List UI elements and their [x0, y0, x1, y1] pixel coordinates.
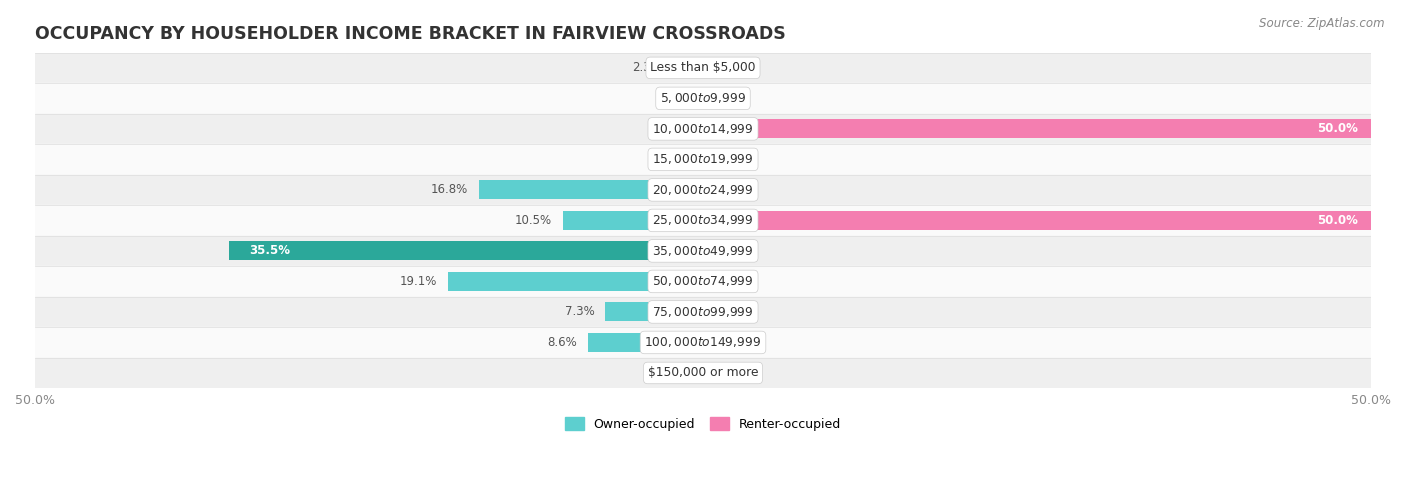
Text: 0.0%: 0.0% — [717, 61, 747, 74]
Text: 0.0%: 0.0% — [717, 336, 747, 349]
Bar — [35, 52, 1371, 83]
Bar — [35, 114, 1371, 144]
Text: 0.0%: 0.0% — [717, 305, 747, 318]
Text: $75,000 to $99,999: $75,000 to $99,999 — [652, 305, 754, 319]
Text: $20,000 to $24,999: $20,000 to $24,999 — [652, 183, 754, 197]
Bar — [35, 266, 1371, 296]
Text: 19.1%: 19.1% — [399, 275, 437, 288]
Bar — [35, 144, 1371, 174]
Text: $100,000 to $149,999: $100,000 to $149,999 — [644, 335, 762, 349]
Text: 0.0%: 0.0% — [717, 153, 747, 166]
Bar — [588, 333, 703, 352]
Text: 50.0%: 50.0% — [1317, 122, 1358, 136]
Text: 35.5%: 35.5% — [249, 244, 290, 258]
Text: 0.0%: 0.0% — [717, 183, 747, 196]
Bar — [562, 211, 703, 230]
Text: 0.0%: 0.0% — [659, 366, 689, 380]
Bar — [703, 120, 1371, 139]
Text: $10,000 to $14,999: $10,000 to $14,999 — [652, 122, 754, 136]
Text: 2.3%: 2.3% — [631, 61, 662, 74]
Bar — [449, 272, 703, 291]
Text: OCCUPANCY BY HOUSEHOLDER INCOME BRACKET IN FAIRVIEW CROSSROADS: OCCUPANCY BY HOUSEHOLDER INCOME BRACKET … — [35, 25, 786, 43]
Text: 0.0%: 0.0% — [659, 153, 689, 166]
Text: 0.0%: 0.0% — [659, 122, 689, 136]
Text: 0.0%: 0.0% — [717, 275, 747, 288]
Text: 0.0%: 0.0% — [717, 244, 747, 258]
Text: 0.0%: 0.0% — [717, 92, 747, 105]
Text: 16.8%: 16.8% — [430, 183, 468, 196]
Bar — [35, 236, 1371, 266]
Bar — [35, 296, 1371, 327]
Text: 50.0%: 50.0% — [1317, 214, 1358, 227]
Text: $25,000 to $34,999: $25,000 to $34,999 — [652, 213, 754, 227]
Bar — [672, 58, 703, 77]
Text: 0.0%: 0.0% — [717, 366, 747, 380]
Bar — [35, 174, 1371, 205]
Text: $50,000 to $74,999: $50,000 to $74,999 — [652, 275, 754, 288]
Text: 8.6%: 8.6% — [548, 336, 578, 349]
Bar — [35, 205, 1371, 236]
Bar — [35, 327, 1371, 358]
Text: $5,000 to $9,999: $5,000 to $9,999 — [659, 91, 747, 105]
Text: 10.5%: 10.5% — [515, 214, 553, 227]
Text: 7.3%: 7.3% — [565, 305, 595, 318]
Bar — [703, 211, 1371, 230]
Bar — [229, 242, 703, 260]
Text: Source: ZipAtlas.com: Source: ZipAtlas.com — [1260, 17, 1385, 30]
Text: Less than $5,000: Less than $5,000 — [650, 61, 756, 74]
Text: $150,000 or more: $150,000 or more — [648, 366, 758, 380]
Legend: Owner-occupied, Renter-occupied: Owner-occupied, Renter-occupied — [560, 412, 846, 435]
Bar — [478, 180, 703, 199]
Bar — [35, 358, 1371, 388]
Bar — [606, 302, 703, 321]
Text: $15,000 to $19,999: $15,000 to $19,999 — [652, 153, 754, 166]
Text: $35,000 to $49,999: $35,000 to $49,999 — [652, 244, 754, 258]
Text: 0.0%: 0.0% — [659, 92, 689, 105]
Bar — [35, 83, 1371, 114]
